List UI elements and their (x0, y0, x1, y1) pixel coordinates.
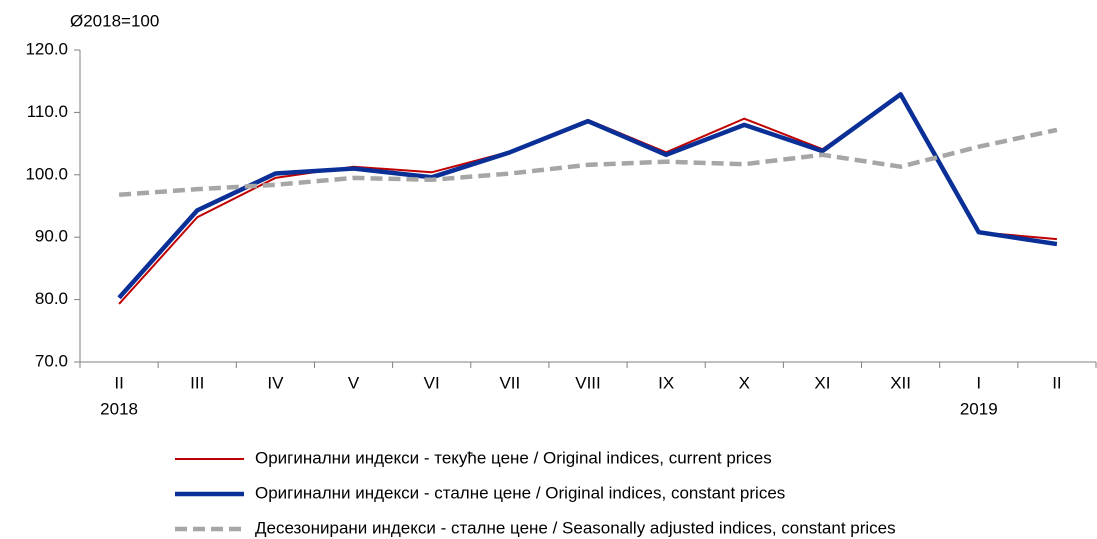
legend-label: Оригинални индекси - текуће цене / Origi… (255, 448, 772, 467)
x-tick-label: V (348, 373, 360, 392)
x-tick-label: XII (890, 373, 911, 392)
y-tick-label: 90.0 (35, 227, 68, 246)
y-unit-label: Ø2018=100 (70, 11, 159, 30)
x-tick-label: II (114, 373, 123, 392)
x-tick-label: VI (424, 373, 440, 392)
series-line (118, 127, 1058, 198)
x-tick-label: IX (658, 373, 674, 392)
y-tick-label: 100.0 (25, 164, 68, 183)
legend-label: Оригинални индекси - сталне цене / Origi… (255, 483, 785, 502)
legend-label: Десезонирани индекси - сталне цене / Sea… (255, 518, 896, 537)
x-year-label: 2019 (960, 399, 998, 418)
series-line (117, 92, 1058, 300)
y-tick-label: 70.0 (35, 351, 68, 370)
x-tick-label: X (739, 373, 750, 392)
x-tick-label: IV (267, 373, 284, 392)
x-tick-label: XI (814, 373, 830, 392)
y-tick-label: 120.0 (25, 39, 68, 58)
x-tick-label: III (190, 373, 204, 392)
x-tick-label: I (976, 373, 981, 392)
x-year-label: 2018 (100, 399, 138, 418)
y-tick-label: 110.0 (27, 102, 68, 121)
x-tick-label: VIII (575, 373, 601, 392)
x-tick-label: II (1052, 373, 1061, 392)
y-tick-label: 80.0 (35, 289, 68, 308)
x-tick-label: VII (499, 373, 520, 392)
